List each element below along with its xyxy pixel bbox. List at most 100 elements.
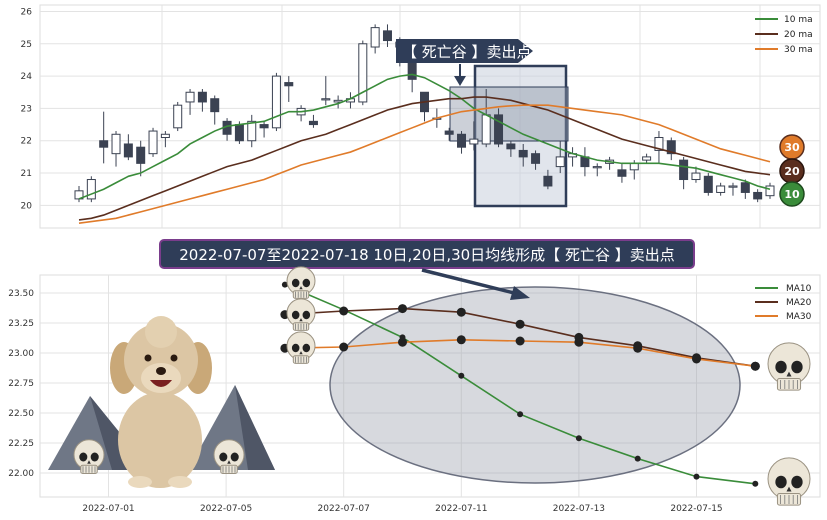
candle-body-up — [321, 98, 331, 101]
candle — [642, 153, 652, 164]
point-ma20 — [515, 319, 525, 329]
candle-body-down — [457, 133, 467, 148]
candle — [111, 131, 121, 167]
bottom-y-tick-label: 22.00 — [8, 469, 34, 479]
point-ma30 — [633, 343, 643, 353]
candle-body-down — [234, 124, 244, 142]
candle — [494, 108, 504, 148]
candle — [543, 169, 553, 190]
candle-body-down — [518, 149, 528, 158]
candle-body-down — [444, 130, 454, 135]
candle — [308, 114, 318, 128]
candle-body-down — [197, 91, 207, 103]
candle-body-up — [481, 114, 491, 145]
candle — [691, 166, 701, 183]
point-ma30 — [339, 342, 349, 352]
bottom-x-tick-label: 2022-07-11 — [435, 504, 487, 514]
candle-body-up — [469, 138, 479, 145]
candle-body-up — [370, 27, 380, 48]
ma-line-30ma — [78, 104, 771, 224]
point-ma30 — [398, 337, 407, 347]
candle — [765, 182, 775, 199]
callout-arrow-banner — [396, 39, 533, 63]
candles — [74, 24, 775, 203]
skull-icon — [213, 439, 245, 474]
top-y-tick-label: 26 — [21, 7, 33, 17]
candle-body-up — [629, 162, 639, 171]
candle-body-down — [679, 159, 689, 181]
candle — [444, 127, 454, 141]
skull-icon — [286, 266, 316, 299]
candle-body-up — [716, 185, 726, 193]
point-ma30 — [456, 335, 466, 345]
candle-body-up — [111, 133, 121, 155]
point-ma10 — [752, 480, 759, 487]
candle — [592, 163, 602, 177]
skull-icon — [286, 298, 316, 331]
skull-icon — [73, 439, 105, 474]
poodle-paw-left — [128, 476, 152, 488]
point-ma30 — [574, 337, 584, 347]
candle — [457, 131, 467, 154]
candle — [259, 121, 269, 138]
candle-body-down — [308, 120, 318, 126]
top-y-tick-label: 20 — [21, 201, 33, 211]
candle — [173, 101, 183, 132]
bottom-legend: MA10 MA20 MA30 — [755, 284, 812, 322]
badge-10-label: 10 — [784, 188, 800, 201]
legend-ma20: MA20 — [786, 298, 812, 308]
candle-body-up — [160, 133, 170, 139]
candle — [531, 150, 541, 170]
candle — [210, 95, 220, 125]
candle — [518, 143, 528, 167]
candle-body-up — [728, 185, 738, 188]
candle — [185, 89, 195, 115]
top-y-tick-label: 21 — [21, 169, 32, 179]
ma-lines — [78, 73, 771, 224]
bottom-y-tick-label: 22.25 — [8, 439, 34, 449]
point-ma30 — [750, 361, 760, 371]
bottom-y-tick-label: 23.00 — [8, 349, 34, 359]
candle — [555, 140, 565, 174]
candle — [382, 24, 392, 48]
candle — [123, 134, 133, 161]
candle — [99, 111, 109, 164]
point-ma10 — [517, 411, 524, 418]
candle-body-down — [617, 169, 627, 177]
candle — [679, 156, 689, 190]
skull-icon — [767, 342, 811, 391]
candle — [740, 179, 750, 199]
candle-body-up — [654, 137, 664, 151]
poodle-illustration — [48, 316, 275, 488]
point-ma10 — [575, 435, 582, 442]
ma-badges: 30 20 10 — [779, 134, 805, 207]
bottom-x-ticks: 2022-07-01 2022-07-05 2022-07-07 2022-07-11… — [82, 504, 722, 514]
title-banner-box — [159, 239, 695, 269]
bottom-y-ticks: 22.00 22.25 22.50 22.75 23.00 23.25 23.50 — [8, 289, 34, 479]
bottom-line-chart: 22.00 22.25 22.50 22.75 23.00 23.25 23.50 2022… — [8, 266, 821, 514]
bottom-x-tick-label: 2022-07-15 — [670, 504, 722, 514]
bottom-x-tick-label: 2022-07-13 — [553, 504, 605, 514]
candle-body-up — [592, 166, 602, 169]
badge-20-label: 20 — [784, 165, 800, 178]
top-y-ticks: 20 21 22 23 24 25 26 — [21, 7, 33, 211]
legend-20ma: 20 ma — [784, 30, 813, 40]
poodle-topknot — [145, 316, 177, 348]
bottom-y-tick-label: 22.50 — [8, 409, 34, 419]
ma-line-10ma — [78, 73, 771, 200]
skull-decorations — [73, 266, 811, 506]
candle-body-down — [210, 98, 220, 113]
candle-body-down — [703, 175, 713, 193]
candle-body-up — [185, 91, 195, 103]
candle-body-down — [494, 114, 504, 145]
top-y-tick-label: 25 — [21, 40, 32, 50]
point-ma30 — [692, 354, 701, 364]
candle-body-down — [753, 191, 763, 200]
bottom-x-tick-label: 2022-07-07 — [318, 504, 370, 514]
focus-ellipse — [329, 286, 741, 484]
candle-body-down — [284, 82, 294, 87]
candle — [617, 163, 627, 183]
poodle-eye-right — [170, 354, 178, 362]
candle — [271, 72, 281, 132]
